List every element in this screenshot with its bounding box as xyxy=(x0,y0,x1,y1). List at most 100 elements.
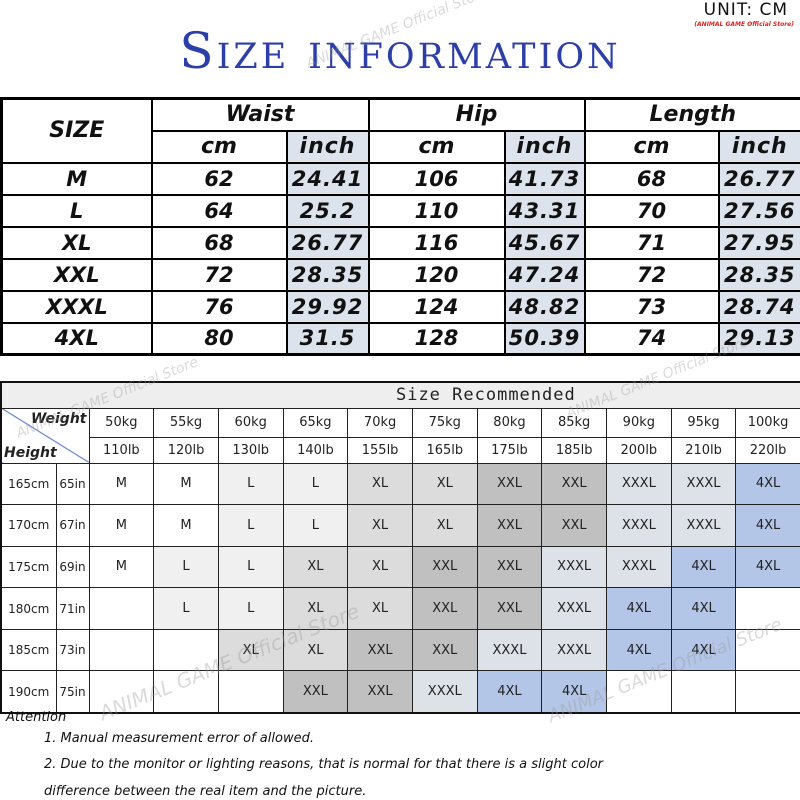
measurement-cell: 27.95 xyxy=(717,225,800,260)
size-cell: XL xyxy=(217,628,284,672)
size-cell: L xyxy=(217,504,284,547)
store-label: (ANIMAL GAME Official Store) xyxy=(694,21,794,28)
height-in: 73in xyxy=(55,628,90,672)
table-row: 185cm 73in XL XL XXL XXL XXXL XXXL 4XL 4XL xyxy=(0,628,800,672)
weight-lb-header: 185lb xyxy=(541,436,607,464)
table-row: 170cm 67in M M L L XL XL XXL XXL XXXL XXXL 4XL xyxy=(0,504,800,547)
height-cm: 175cm xyxy=(0,545,57,589)
size-cell xyxy=(88,587,155,630)
weight-kg-header: 80kg xyxy=(476,407,543,438)
measurement-cell: 62 xyxy=(150,161,288,196)
unit-subheader: cm xyxy=(367,129,506,164)
measurement-cell: 28.35 xyxy=(717,257,800,292)
height-cm: 190cm xyxy=(0,670,57,714)
size-cell xyxy=(606,670,672,714)
weight-kg-header: 100kg xyxy=(735,407,800,438)
measurement-cell: 80 xyxy=(150,321,288,356)
size-cell: XXL xyxy=(541,462,607,506)
size-cell: M xyxy=(88,462,155,506)
size-cell: XXL xyxy=(347,670,413,714)
table-row: 165cm 65in M M L L XL XL XXL XXL XXXL XXXL 4XL xyxy=(0,462,800,506)
size-cell: XL xyxy=(282,545,349,589)
size-cell xyxy=(88,628,155,672)
unit-subheader: cm xyxy=(583,129,720,164)
size-cell: L xyxy=(217,462,284,506)
size-cell: XXXL xyxy=(541,628,607,672)
weight-lb-header: 210lb xyxy=(670,436,737,464)
size-cell: L xyxy=(217,545,284,589)
measurement-cell: 41.73 xyxy=(503,161,586,196)
weight-kg-header: 85kg xyxy=(541,407,607,438)
measurement-cell: 50.39 xyxy=(503,321,586,356)
height-in: 71in xyxy=(55,587,90,630)
weight-kg-header: 60kg xyxy=(217,407,284,438)
size-cell: 4XL xyxy=(670,628,737,672)
size-cell: XL xyxy=(282,587,349,630)
size-cell xyxy=(670,670,737,714)
measurement-cell: 124 xyxy=(367,289,506,324)
measurement-cell: 27.56 xyxy=(717,193,800,228)
height-cm: 165cm xyxy=(0,462,57,506)
size-cell: XXXL xyxy=(606,504,672,547)
size-cell: XXXL xyxy=(476,628,543,672)
size-cell: XXXL xyxy=(0,289,153,324)
size-cell xyxy=(88,670,155,714)
measurement-cell: 110 xyxy=(367,193,506,228)
size-cell: XL xyxy=(282,628,349,672)
size-cell xyxy=(153,670,219,714)
measurement-cell: 31.5 xyxy=(285,321,370,356)
size-cell: L xyxy=(153,545,219,589)
weight-kg-header: 65kg xyxy=(282,407,349,438)
weight-kg-header: 50kg xyxy=(88,407,155,438)
height-in: 75in xyxy=(55,670,90,714)
table-row: 175cm 69in M L L XL XL XXL XXL XXXL XXXL 4XL 4XL xyxy=(0,545,800,589)
size-cell: XXL xyxy=(411,587,478,630)
hip-header: Hip xyxy=(367,97,586,132)
size-cell: XXL xyxy=(476,504,543,547)
weight-lb-header: 220lb xyxy=(735,436,800,464)
size-cell: 4XL xyxy=(606,628,672,672)
weight-kg-header: 70kg xyxy=(347,407,413,438)
height-cm: 180cm xyxy=(0,587,57,630)
measurement-cell: 71 xyxy=(583,225,720,260)
size-cell: 4XL xyxy=(670,545,737,589)
measurement-cell: 26.77 xyxy=(285,225,370,260)
note-item: difference between the real item and the… xyxy=(44,784,367,799)
size-cell: M xyxy=(88,545,155,589)
size-cell: XL xyxy=(0,225,153,260)
measurement-table: SIZE Waist Hip Length cm inch cm inch cm inch… xyxy=(0,97,800,356)
measurement-cell: 25.2 xyxy=(285,193,370,228)
measurement-cell: 26.77 xyxy=(717,161,800,196)
unit-subheader: inch xyxy=(717,129,800,164)
size-cell: XL xyxy=(347,545,413,589)
table-row: 180cm 71in L L XL XL XXL XXL XXXL 4XL 4XL xyxy=(0,587,800,630)
size-cell: XXL xyxy=(476,462,543,506)
page-title: Size information xyxy=(179,22,621,80)
table-row: 190cm 75in XXL XXL XXXL 4XL 4XL xyxy=(0,670,800,714)
weight-lb-header: 175lb xyxy=(476,436,543,464)
size-cell: 4XL xyxy=(735,545,800,589)
weight-height-corner: Weight Height xyxy=(0,407,90,464)
height-cm: 170cm xyxy=(0,504,57,547)
size-cell: L xyxy=(0,193,153,228)
height-cm: 185cm xyxy=(0,628,57,672)
size-cell: XXXL xyxy=(670,504,737,547)
height-in: 65in xyxy=(55,462,90,506)
weight-kg-header: 75kg xyxy=(411,407,478,438)
unit-subheader: inch xyxy=(503,129,586,164)
table-row: M 62 24.41 106 41.73 68 26.77 xyxy=(0,161,800,196)
measurement-cell: 48.82 xyxy=(503,289,586,324)
size-cell xyxy=(217,670,284,714)
size-cell: XL xyxy=(347,462,413,506)
size-cell: 4XL xyxy=(541,670,607,714)
table-row: 4XL 80 31.5 128 50.39 74 29.13 xyxy=(0,321,800,356)
size-header: SIZE xyxy=(0,97,153,164)
size-cell: XXXL xyxy=(670,462,737,506)
size-cell: L xyxy=(282,504,349,547)
weight-lb-header: 120lb xyxy=(153,436,219,464)
size-cell: L xyxy=(282,462,349,506)
measurement-cell: 28.35 xyxy=(285,257,370,292)
size-cell xyxy=(735,587,800,630)
weight-lb-header: 110lb xyxy=(88,436,155,464)
size-cell: XL xyxy=(347,587,413,630)
